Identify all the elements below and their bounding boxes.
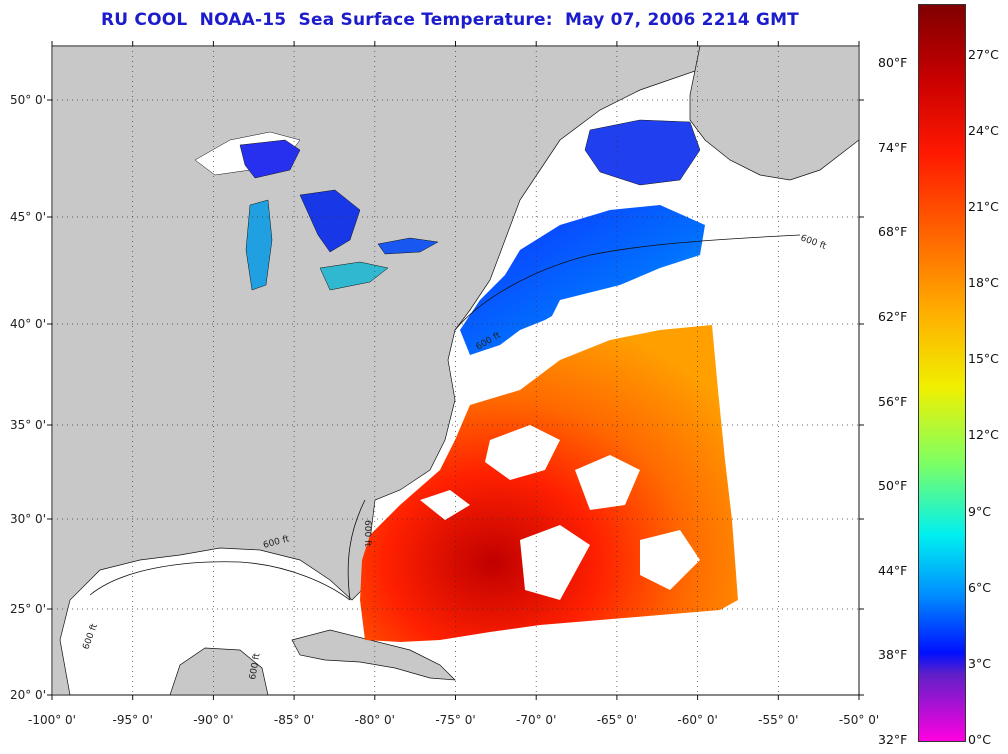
colorbar-celsius-label: 12°C (968, 427, 999, 443)
colorbar-fahrenheit-label: 56°F (878, 393, 908, 409)
colorbar-celsius-label: 15°C (968, 351, 999, 367)
longitude-tick-label: -50° 0' (839, 713, 879, 727)
isobath-label: 600 ft (362, 520, 372, 547)
latitude-tick-label: 35° 0' (10, 418, 46, 432)
graticule (52, 46, 859, 695)
longitude-tick-label: -75° 0' (435, 713, 475, 727)
colorbar-celsius-label: 3°C (968, 655, 991, 671)
latitude-tick-label: 40° 0' (10, 317, 46, 331)
colorbar-fahrenheit-label: 68°F (878, 224, 908, 240)
great-lakes-sst (194, 119, 701, 291)
longitude-tick-label: -65° 0' (597, 713, 637, 727)
colorbar-fahrenheit-label: 74°F (878, 139, 908, 155)
longitude-tick-label: -70° 0' (516, 713, 556, 727)
longitude-tick-label: -60° 0' (677, 713, 717, 727)
colorbar-celsius-label: 24°C (968, 122, 999, 138)
colorbar-celsius-label: 18°C (968, 275, 999, 291)
colorbar-celsius-label: 0°C (968, 732, 991, 747)
land-northeast-canada (689, 45, 860, 181)
land-yucatan (169, 647, 269, 696)
colorbar-fahrenheit-label: 62°F (878, 309, 908, 324)
latitude-tick-label: 25° 0' (10, 602, 46, 616)
colorbar-celsius-label: 6°C (968, 579, 991, 595)
longitude-tick-label: -90° 0' (193, 713, 233, 727)
colorbar-celsius-label: 27°C (968, 46, 999, 62)
colorbar-celsius-label: 21°C (968, 199, 999, 215)
sst-map: -100° 0' -95° 0' -90° 0' -85° 0' -80° 0' -75°… (10, 41, 879, 727)
chart-title: RU COOL NOAA-15 Sea Surface Temperature:… (101, 10, 799, 30)
latitude-tick-label: 30° 0' (10, 512, 46, 526)
longitude-tick-label: -85° 0' (274, 713, 314, 727)
isobath-label: 600 ft (248, 652, 263, 680)
longitude-tick-label: -55° 0' (758, 713, 798, 727)
colorbar-fahrenheit-label: 38°F (878, 647, 908, 663)
tick-marks (47, 41, 864, 700)
temperature-colorbar (918, 4, 966, 742)
longitude-labels: -100° 0' -95° 0' -90° 0' -85° 0' -80° 0' -75°… (28, 713, 879, 727)
longitude-tick-label: -100° 0' (28, 713, 76, 727)
cloud-patches (420, 425, 700, 600)
colorbar-fahrenheit-label: 32°F (878, 732, 908, 747)
isobath-contours (89, 234, 801, 601)
colorbar-fahrenheit-label: 50°F (878, 478, 908, 494)
latitude-labels: 50° 0' 45° 0' 40° 0' 35° 0' 30° 0' 25° 0' 20° … (10, 93, 46, 702)
longitude-tick-label: -80° 0' (355, 713, 395, 727)
colorbar-celsius-label: 9°C (968, 503, 991, 519)
land-north-america (51, 45, 701, 696)
latitude-tick-label: 50° 0' (10, 93, 46, 107)
longitude-tick-label: -95° 0' (113, 713, 153, 727)
colorbar-fahrenheit-label: 44°F (878, 562, 908, 578)
latitude-tick-label: 20° 0' (10, 688, 46, 702)
shelf-cold-water (460, 205, 705, 355)
land-cuba (291, 629, 456, 681)
latitude-tick-label: 45° 0' (10, 210, 46, 224)
colorbar-fahrenheit-label: 80°F (878, 55, 908, 71)
